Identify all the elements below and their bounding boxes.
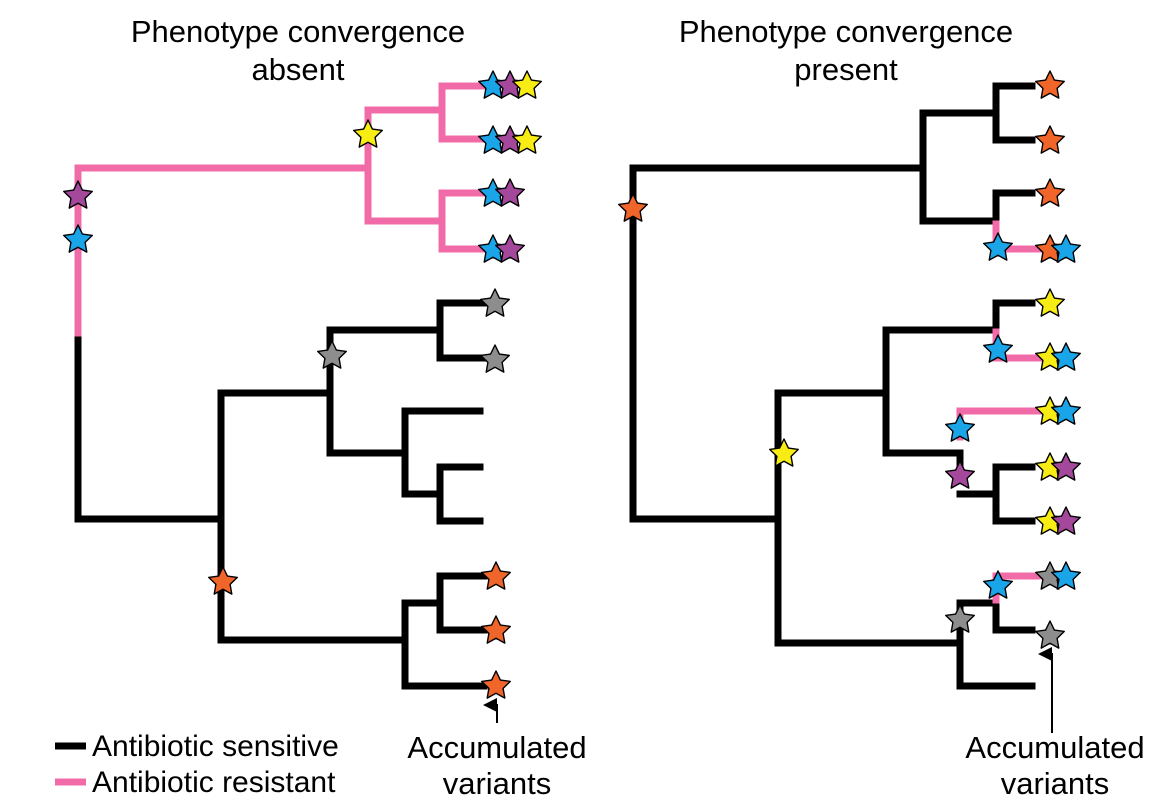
tip-star-gray bbox=[1034, 620, 1066, 649]
right-resistant-branches bbox=[956, 220, 1044, 604]
left-accumulated-label: Accumulated variants bbox=[407, 730, 586, 801]
branch-orange-clade bbox=[217, 572, 488, 690]
right-accumulated-label: Accumulated variants bbox=[965, 730, 1144, 801]
branch-root-bottom bbox=[74, 336, 225, 523]
left-title: Phenotype convergence absent bbox=[131, 14, 465, 87]
branch-upper-pair bbox=[364, 82, 488, 143]
star-blue bbox=[63, 224, 94, 253]
branch-unmarked-clade bbox=[326, 407, 484, 525]
left-title-line1: Phenotype convergence bbox=[131, 14, 465, 49]
left-tree bbox=[63, 70, 542, 723]
star-orange bbox=[618, 193, 648, 222]
tip-star-yellow bbox=[1034, 288, 1066, 317]
star-yellow bbox=[353, 119, 383, 148]
right-accumulated-line1: Accumulated bbox=[965, 730, 1144, 765]
right-title-line1: Phenotype convergence bbox=[679, 14, 1013, 49]
right-tree bbox=[618, 70, 1082, 733]
branch-gray-clade bbox=[217, 326, 334, 457]
star-blue bbox=[983, 232, 1013, 261]
branch-top-clade bbox=[919, 82, 1036, 225]
branch-root-top bbox=[74, 164, 372, 344]
left-accumulated-line2: variants bbox=[443, 766, 552, 801]
right-accumulated-line2: variants bbox=[1001, 766, 1110, 801]
legend: Antibiotic sensitive Antibiotic resistan… bbox=[55, 730, 339, 799]
branch-gray-clade bbox=[774, 596, 1036, 690]
star-orange bbox=[207, 566, 239, 595]
branch-yellow-node bbox=[774, 326, 890, 647]
tip-star-gray bbox=[480, 344, 510, 373]
tip-star-orange bbox=[481, 670, 511, 699]
tip-star-orange bbox=[1034, 125, 1066, 154]
branch-yellow-upper bbox=[882, 299, 1036, 336]
left-sensitive-branches bbox=[74, 299, 488, 690]
tip-star-gray bbox=[480, 288, 510, 317]
star-blue bbox=[945, 413, 975, 442]
left-accumulated-line1: Accumulated bbox=[407, 730, 586, 765]
branch-gray-pair bbox=[326, 299, 488, 362]
right-title-line2: present bbox=[794, 52, 898, 87]
tip-star-orange bbox=[481, 561, 511, 590]
star-yellow bbox=[769, 438, 799, 467]
left-title-line2: absent bbox=[251, 52, 344, 87]
right-sensitive-branches bbox=[629, 82, 1036, 690]
branch-lower-pair bbox=[364, 189, 488, 253]
branch-root bbox=[629, 164, 927, 523]
left-resistant-branches bbox=[74, 82, 488, 344]
star-purple bbox=[63, 180, 94, 209]
star-purple bbox=[945, 460, 975, 489]
star-gray bbox=[945, 604, 975, 633]
legend-label-resistant: Antibiotic resistant bbox=[92, 766, 336, 799]
right-title: Phenotype convergence present bbox=[679, 14, 1013, 87]
tip-star-orange bbox=[1034, 70, 1066, 99]
branch-top-lower bbox=[919, 189, 1036, 228]
tip-star-orange bbox=[481, 615, 511, 644]
tip-star-orange bbox=[1034, 178, 1066, 207]
star-gray bbox=[317, 340, 347, 369]
legend-label-sensitive: Antibiotic sensitive bbox=[92, 730, 339, 763]
